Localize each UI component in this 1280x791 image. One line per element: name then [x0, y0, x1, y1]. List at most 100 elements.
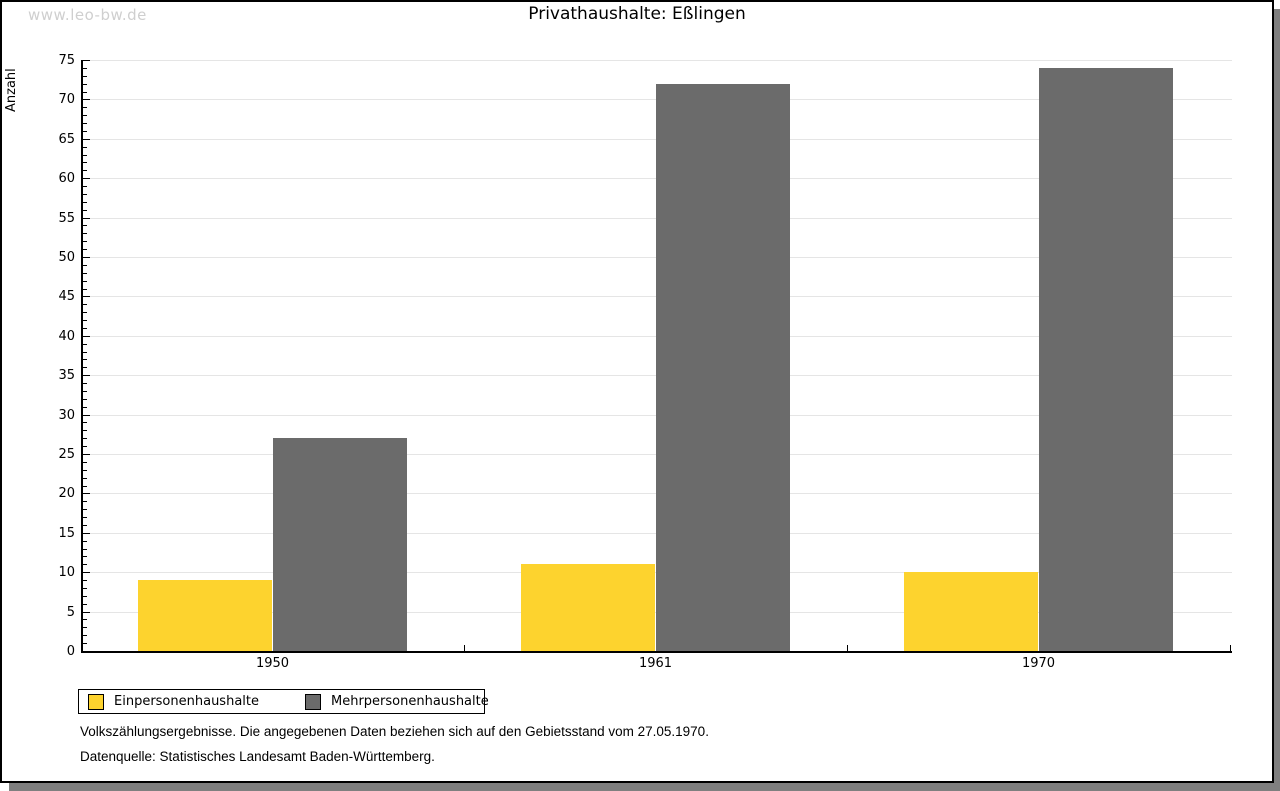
y-minor-tick	[83, 233, 87, 235]
y-minor-tick	[83, 162, 87, 164]
y-minor-tick	[83, 209, 87, 211]
y-minor-tick	[83, 67, 87, 69]
y-minor-tick	[83, 115, 87, 117]
y-minor-tick	[83, 564, 87, 566]
y-minor-tick	[83, 170, 87, 172]
legend-item: Mehrpersonenhaushalte	[305, 693, 489, 710]
y-major-tick	[83, 217, 90, 219]
y-minor-tick	[83, 540, 87, 542]
frame-shadow-right	[1274, 9, 1280, 791]
y-minor-tick	[83, 154, 87, 156]
y-minor-tick	[83, 635, 87, 637]
y-minor-tick	[83, 446, 87, 448]
y-minor-tick	[83, 524, 87, 526]
x-tick-label: 1950	[255, 656, 290, 671]
y-major-tick	[83, 60, 90, 61]
y-minor-tick	[83, 461, 87, 463]
y-major-tick	[83, 611, 90, 613]
y-minor-tick	[83, 501, 87, 503]
y-minor-tick	[83, 327, 87, 329]
y-tick-label: 75	[58, 53, 75, 68]
y-minor-tick	[83, 107, 87, 109]
y-major-tick	[83, 178, 90, 180]
y-minor-tick	[83, 320, 87, 322]
y-tick-label: 55	[58, 210, 75, 226]
y-minor-tick	[83, 603, 87, 605]
y-major-tick	[83, 414, 90, 416]
legend-label: Mehrpersonenhaushalte	[331, 694, 489, 709]
y-major-tick	[83, 296, 90, 298]
y-minor-tick	[83, 83, 87, 85]
y-minor-tick	[83, 351, 87, 353]
y-tick-label: 70	[58, 92, 75, 108]
footnote-line: Datenquelle: Statistisches Landesamt Bad…	[80, 749, 435, 764]
y-minor-tick	[83, 485, 87, 487]
y-minor-tick	[83, 201, 87, 203]
y-minor-tick	[83, 312, 87, 314]
y-minor-tick	[83, 186, 87, 188]
x-boundary-tick	[464, 645, 465, 651]
x-boundary-tick	[847, 645, 848, 651]
y-axis-label: Anzahl	[4, 68, 19, 112]
y-minor-tick	[83, 438, 87, 440]
x-axis-line	[81, 651, 1232, 653]
x-tick-label: 1970	[1021, 656, 1056, 671]
y-minor-tick	[83, 406, 87, 408]
bar-einpersonenhaushalte-1950	[138, 580, 272, 651]
y-major-tick	[83, 375, 90, 377]
y-minor-tick	[83, 130, 87, 132]
y-tick-label: 0	[66, 644, 75, 659]
y-minor-tick	[83, 509, 87, 511]
y-minor-tick	[83, 249, 87, 251]
bar-mehrpersonenhaushalte-1961	[656, 83, 790, 651]
y-minor-tick	[83, 556, 87, 558]
y-major-tick	[83, 138, 90, 140]
gridline	[83, 60, 1232, 61]
y-minor-tick	[83, 390, 87, 392]
bar-einpersonenhaushalte-1970	[904, 572, 1038, 651]
y-minor-tick	[83, 304, 87, 306]
y-tick-label: 65	[58, 131, 75, 147]
frame-shadow-bottom	[9, 783, 1280, 791]
chart-title: Privathaushalte: Eßlingen	[528, 4, 746, 24]
y-minor-tick	[83, 241, 87, 243]
legend-label: Einpersonenhaushalte	[114, 694, 259, 709]
bar-einpersonenhaushalte-1961	[521, 564, 655, 651]
footnotes: Volkszählungsergebnisse. Die angegebenen…	[80, 724, 709, 774]
y-minor-tick	[83, 264, 87, 266]
y-tick-label: 50	[58, 250, 75, 265]
bar-mehrpersonenhaushalte-1970	[1039, 67, 1173, 651]
y-tick-label: 60	[58, 171, 75, 187]
legend-item: Einpersonenhaushalte	[88, 693, 259, 710]
y-tick-label: 30	[58, 407, 75, 423]
y-tick-label: 45	[58, 289, 75, 305]
y-tick-label: 20	[58, 486, 75, 502]
y-minor-tick	[83, 430, 87, 432]
y-minor-tick	[83, 225, 87, 227]
y-minor-tick	[83, 146, 87, 148]
y-minor-tick	[83, 343, 87, 345]
bar-mehrpersonenhaushalte-1950	[273, 438, 407, 651]
y-minor-tick	[83, 193, 87, 195]
y-major-tick	[83, 493, 90, 495]
legend-swatch-icon	[88, 693, 104, 710]
y-minor-tick	[83, 398, 87, 400]
y-axis-line	[81, 60, 83, 653]
y-minor-tick	[83, 580, 87, 582]
y-major-tick	[83, 335, 90, 337]
y-minor-tick	[83, 422, 87, 424]
y-major-tick	[83, 454, 90, 455]
y-minor-tick	[83, 359, 87, 361]
y-tick-label: 15	[58, 525, 75, 541]
y-major-tick	[83, 257, 90, 258]
watermark-leo-bw: www.leo-bw.de	[28, 6, 147, 24]
legend-swatch-icon	[305, 693, 321, 710]
y-minor-tick	[83, 272, 87, 274]
y-tick-label: 40	[58, 328, 75, 344]
y-minor-tick	[83, 548, 87, 550]
y-minor-tick	[83, 477, 87, 479]
y-tick-label: 35	[58, 368, 75, 384]
y-tick-label: 10	[58, 565, 75, 581]
y-minor-tick	[83, 517, 87, 519]
